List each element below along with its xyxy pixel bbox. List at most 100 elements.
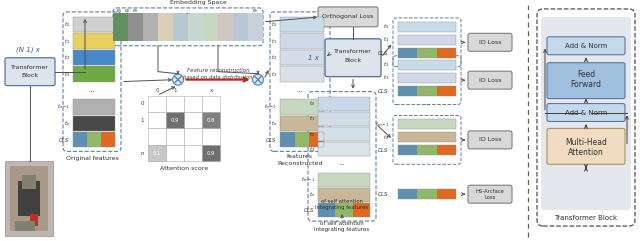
Bar xyxy=(318,203,335,217)
Text: $e_3$: $e_3$ xyxy=(132,7,138,15)
Bar xyxy=(318,127,370,141)
Text: $t_0$: $t_0$ xyxy=(271,20,277,29)
Text: $t_{n-1}$: $t_{n-1}$ xyxy=(264,102,277,111)
Bar xyxy=(30,214,38,226)
Text: (N 1) x: (N 1) x xyxy=(16,47,40,53)
Bar xyxy=(398,86,417,96)
Bar xyxy=(248,13,262,41)
Text: $t_1$: $t_1$ xyxy=(271,37,277,46)
Text: x: x xyxy=(209,88,212,93)
Bar xyxy=(15,221,35,231)
Bar xyxy=(173,13,188,41)
Text: $t_n$: $t_n$ xyxy=(271,119,277,128)
Bar xyxy=(143,13,157,41)
Bar xyxy=(398,48,456,58)
Bar xyxy=(280,115,324,131)
Bar xyxy=(73,132,115,147)
Bar xyxy=(184,145,202,161)
Text: based on data distribution: based on data distribution xyxy=(183,75,253,80)
Text: $t_2$: $t_2$ xyxy=(271,53,277,62)
Bar xyxy=(309,132,324,147)
Text: Add & Norm: Add & Norm xyxy=(565,109,607,115)
Bar xyxy=(436,189,456,199)
Text: ID Loss: ID Loss xyxy=(479,78,501,83)
Text: $t_n$: $t_n$ xyxy=(64,119,70,128)
Bar xyxy=(166,128,184,145)
Text: features: features xyxy=(287,154,313,159)
Bar xyxy=(22,175,36,189)
Bar xyxy=(280,66,324,82)
Text: ID Loss: ID Loss xyxy=(479,137,501,142)
Circle shape xyxy=(173,74,184,85)
Bar xyxy=(113,13,127,41)
Text: $t_0$: $t_0$ xyxy=(383,22,389,31)
Text: Embedding Space: Embedding Space xyxy=(170,0,227,6)
Bar xyxy=(148,145,166,161)
Text: $t_1$: $t_1$ xyxy=(309,114,315,123)
Bar xyxy=(318,188,370,202)
Text: Reconstructed: Reconstructed xyxy=(277,161,323,166)
Text: ...: ... xyxy=(423,98,431,107)
Bar xyxy=(398,145,456,155)
Text: Multi-Head: Multi-Head xyxy=(565,138,607,147)
Text: $t_2$: $t_2$ xyxy=(309,130,315,139)
Bar xyxy=(398,22,456,32)
FancyBboxPatch shape xyxy=(468,71,512,89)
Text: $CLS$: $CLS$ xyxy=(58,136,70,144)
Text: $CLS$: $CLS$ xyxy=(377,49,389,57)
Bar xyxy=(318,97,370,111)
Bar xyxy=(417,145,436,155)
Bar xyxy=(184,96,202,112)
Text: 0.9: 0.9 xyxy=(171,118,179,123)
Bar xyxy=(436,48,456,58)
Bar xyxy=(335,203,353,217)
Bar xyxy=(202,112,220,128)
Bar xyxy=(436,86,456,96)
FancyBboxPatch shape xyxy=(547,104,625,121)
Bar xyxy=(166,112,184,128)
Bar xyxy=(202,145,220,161)
Bar xyxy=(318,112,370,126)
Text: Integrating features: Integrating features xyxy=(316,205,369,210)
FancyBboxPatch shape xyxy=(325,39,381,77)
Text: $t_2$: $t_2$ xyxy=(383,60,389,69)
Text: HS-Arcface
Loss: HS-Arcface Loss xyxy=(476,189,504,200)
Bar xyxy=(202,96,220,112)
Bar xyxy=(73,132,87,147)
Text: n: n xyxy=(140,151,144,156)
Bar xyxy=(18,181,40,216)
Bar xyxy=(280,50,324,65)
Bar xyxy=(148,145,166,161)
Bar xyxy=(398,189,456,199)
FancyBboxPatch shape xyxy=(547,37,625,55)
Bar xyxy=(417,48,436,58)
Bar xyxy=(166,96,184,112)
Text: $t_3$: $t_3$ xyxy=(309,145,315,154)
Bar xyxy=(398,133,456,142)
Text: $t_1$: $t_1$ xyxy=(383,35,389,44)
Bar xyxy=(398,35,456,45)
Text: Attention score: Attention score xyxy=(160,166,208,171)
Bar xyxy=(417,86,436,96)
Bar xyxy=(166,145,184,161)
Text: 0: 0 xyxy=(156,88,159,93)
FancyBboxPatch shape xyxy=(5,58,55,86)
Bar xyxy=(73,99,115,114)
Bar xyxy=(184,128,202,145)
Bar xyxy=(87,132,101,147)
Text: Orthogonal Loss: Orthogonal Loss xyxy=(323,14,374,19)
Bar xyxy=(73,33,115,49)
Text: 1: 1 xyxy=(140,118,144,123)
Bar xyxy=(158,13,173,41)
Text: $t_2$: $t_2$ xyxy=(64,53,70,62)
Text: 1 x: 1 x xyxy=(308,55,319,61)
Bar xyxy=(202,112,220,128)
Text: $t_3$: $t_3$ xyxy=(64,70,70,79)
Text: Transformer: Transformer xyxy=(334,49,372,54)
Text: $t_1$: $t_1$ xyxy=(64,37,70,46)
Bar xyxy=(398,60,456,70)
Text: ...: ... xyxy=(186,10,191,15)
Text: Integrating features: Integrating features xyxy=(314,227,369,232)
Bar xyxy=(280,33,324,49)
Text: Block: Block xyxy=(21,73,38,78)
